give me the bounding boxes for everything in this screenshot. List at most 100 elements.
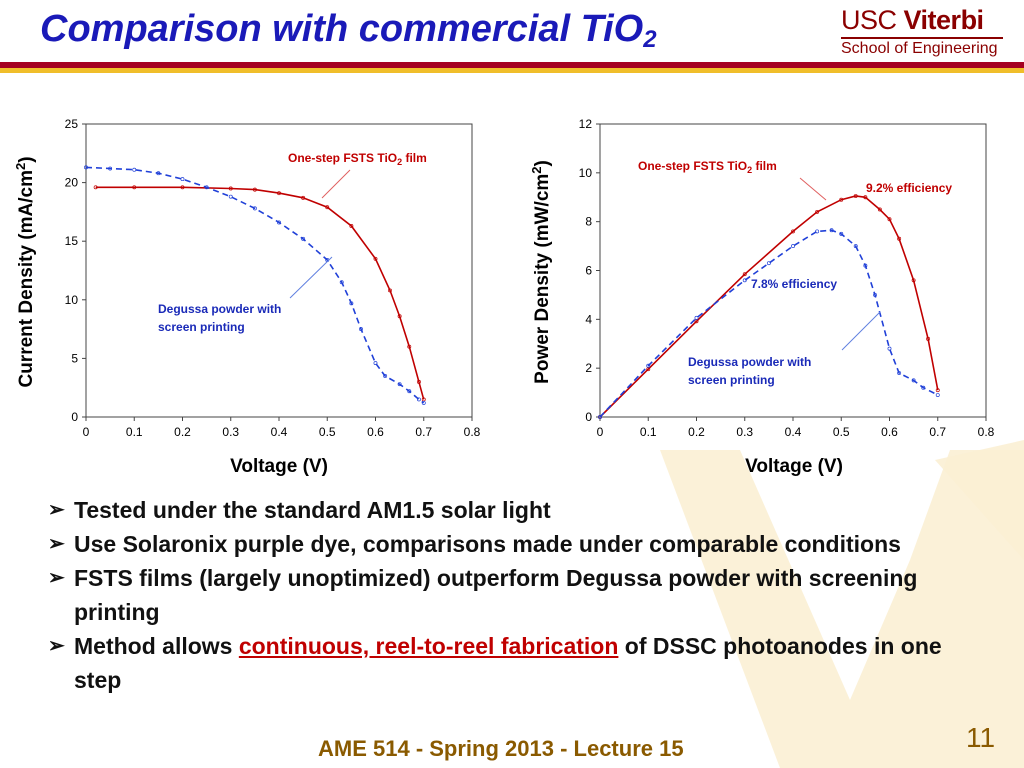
y-tick-label: 10 — [579, 166, 593, 180]
x-axis-label: Voltage (V) — [745, 456, 843, 477]
y-tick-label: 0 — [585, 410, 592, 424]
y-tick-label: 8 — [585, 215, 592, 229]
annotation-fsts-leader — [321, 169, 351, 199]
x-tick-label: 0.4 — [785, 425, 802, 439]
data-point — [373, 256, 378, 261]
data-point — [301, 236, 306, 241]
y-tick-label: 20 — [65, 176, 79, 190]
data-point — [694, 315, 699, 320]
data-point — [180, 177, 185, 182]
x-tick-label: 0 — [597, 425, 604, 439]
data-point — [921, 385, 926, 390]
data-point — [156, 171, 161, 176]
x-axis-label: Voltage (V) — [230, 456, 328, 477]
data-point — [108, 166, 113, 171]
data-point — [839, 197, 844, 202]
data-point — [349, 224, 354, 228]
bullet-item: ➢ Method allows continuous, reel-to-reel … — [48, 629, 978, 697]
data-point — [84, 165, 88, 170]
data-point — [742, 278, 747, 283]
x-tick-label: 0.3 — [736, 425, 753, 439]
data-point — [887, 346, 892, 351]
x-tick-label: 0.1 — [640, 425, 657, 439]
data-point — [598, 415, 602, 419]
data-point — [416, 379, 421, 384]
data-point — [132, 185, 137, 190]
reel-to-reel-link[interactable]: continuous, reel-to-reel fabrication — [238, 633, 619, 659]
data-point — [373, 361, 378, 366]
data-point — [397, 382, 402, 387]
data-point — [421, 400, 426, 405]
data-point — [397, 314, 402, 319]
y-tick-label: 25 — [65, 117, 79, 131]
y-tick-label: 6 — [585, 264, 592, 278]
data-point — [877, 207, 882, 212]
data-point — [926, 336, 931, 341]
annotation-fsts: One-step FSTS TiO2 film — [288, 151, 427, 167]
data-point — [897, 236, 902, 241]
footer-course: AME 514 - Spring 2013 - Lecture 15 — [318, 736, 684, 761]
annotation-fsts-leader — [799, 177, 827, 201]
data-point — [646, 363, 651, 368]
y-tick-label: 2 — [585, 361, 592, 375]
data-point — [791, 244, 795, 249]
x-tick-label: 0.6 — [367, 425, 384, 439]
x-tick-label: 0.5 — [833, 425, 850, 439]
bullet-item: ➢ Tested under the standard AM1.5 solar l… — [48, 493, 978, 527]
annotation-degussa-line1: Degussa powder with — [158, 302, 281, 316]
data-point — [839, 231, 844, 236]
data-point — [349, 301, 354, 306]
y-axis-label: Current Density (mA/cm2) — [13, 156, 37, 387]
data-point — [897, 371, 902, 375]
arrow-bullet-icon: ➢ — [48, 567, 65, 589]
data-point — [277, 220, 281, 225]
x-tick-label: 0.2 — [174, 425, 191, 439]
x-tick-label: 0.5 — [319, 425, 336, 439]
y-axis-label: Power Density (mW/cm2) — [529, 160, 553, 384]
data-point — [853, 244, 858, 249]
data-point — [325, 205, 330, 210]
data-point — [766, 261, 771, 266]
usc-viterbi-logo: USC Viterbi School of Engineering — [841, 5, 1006, 60]
data-point — [252, 206, 257, 211]
data-point — [407, 344, 412, 349]
data-point — [911, 378, 916, 383]
data-point — [873, 292, 877, 297]
arrow-bullet-icon: ➢ — [48, 499, 65, 521]
header-bar-red — [0, 62, 1024, 68]
annotation-degussa-leader — [289, 256, 333, 299]
y-tick-label: 5 — [71, 351, 78, 365]
y-tick-label: 10 — [65, 293, 79, 307]
bullet-item: ➢ FSTS films (largely unoptimized) outper… — [48, 561, 978, 629]
bullet-list: ➢ Tested under the standard AM1.5 solar l… — [48, 493, 978, 697]
data-point — [359, 327, 363, 332]
data-point — [252, 187, 257, 192]
data-point — [277, 191, 281, 196]
annotation-fsts: One-step FSTS TiO2 film — [638, 159, 777, 175]
data-point — [887, 217, 892, 222]
data-point — [829, 228, 834, 233]
data-point — [132, 167, 137, 172]
series-line-0 — [95, 186, 425, 400]
data-point — [339, 280, 344, 285]
x-tick-label: 0.7 — [929, 425, 946, 439]
series-line-1 — [599, 229, 939, 418]
data-point — [228, 194, 233, 199]
x-tick-label: 0.1 — [126, 425, 143, 439]
data-point — [407, 389, 412, 394]
data-point — [416, 397, 421, 402]
data-point — [935, 393, 940, 397]
x-tick-label: 0.6 — [881, 425, 898, 439]
y-tick-label: 12 — [579, 117, 593, 131]
data-point — [935, 388, 940, 393]
x-tick-label: 0.3 — [222, 425, 239, 439]
data-point — [388, 288, 392, 293]
slide-title: Comparison with commercial TiO2 — [40, 8, 657, 53]
series-line-0 — [599, 195, 939, 418]
annotation-degussa-line2: screen printing — [688, 373, 775, 387]
page-number: 11 — [966, 722, 996, 753]
data-point — [180, 185, 185, 190]
